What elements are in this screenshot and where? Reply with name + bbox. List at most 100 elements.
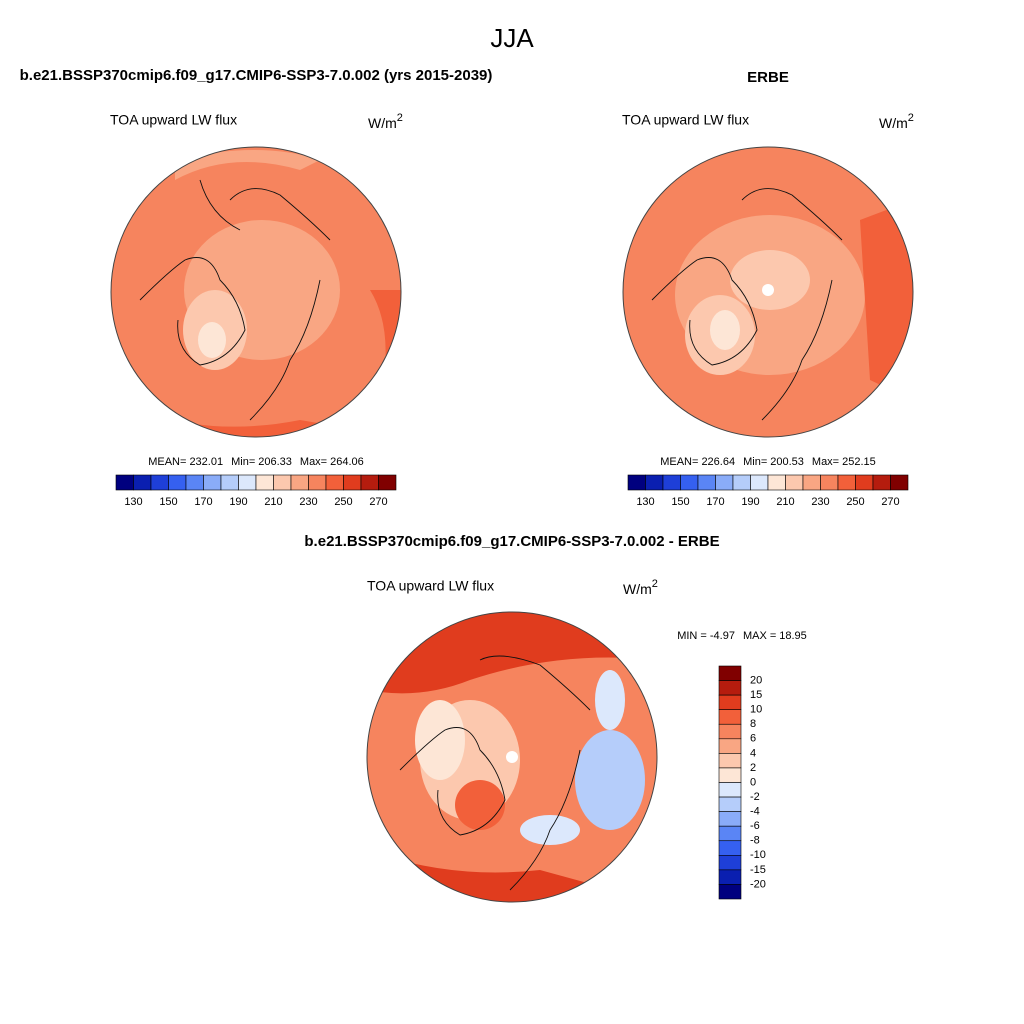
stat-value: 226.64 — [701, 456, 735, 468]
colorbar-label: 250 — [334, 496, 352, 508]
colorbar-box — [378, 474, 397, 491]
case-title: ERBE — [747, 69, 789, 86]
colorbar-box — [680, 474, 699, 491]
colorbar-box — [837, 474, 856, 491]
stats: MEAN= 226.64 Min= 200.53 Max= 252.15 — [660, 456, 876, 468]
units: W/m — [879, 115, 908, 131]
stat-label: MEAN= — [660, 456, 698, 468]
stat-label: Min= — [743, 456, 767, 468]
colorbar-label: 230 — [299, 496, 317, 508]
colorbar-box — [820, 474, 839, 491]
map-border — [366, 611, 658, 903]
colorbar-label: -10 — [750, 849, 766, 861]
colorbar-label: 0 — [750, 776, 756, 788]
case-title: b.e21.BSSP370cmip6.f09_g17.CMIP6-SSP3-7.… — [304, 533, 719, 550]
colorbar-label: 15 — [750, 689, 762, 701]
stat-value: 232.01 — [189, 456, 223, 468]
colorbar-label: -6 — [750, 820, 760, 832]
colorbar-box — [150, 474, 169, 491]
colorbar-box — [255, 474, 274, 491]
colorbar-box — [718, 709, 742, 725]
colorbar-box — [718, 782, 742, 798]
colorbar-box — [785, 474, 804, 491]
colorbar-box — [133, 474, 152, 491]
colorbar-box — [627, 474, 646, 491]
stat-value: 18.95 — [779, 630, 807, 642]
colorbar-box — [290, 474, 309, 491]
stat-label: Max= — [812, 456, 839, 468]
colorbar-label: 130 — [124, 496, 142, 508]
colorbar-box — [718, 767, 742, 783]
stat-value: 200.53 — [770, 456, 804, 468]
colorbar-label: 170 — [706, 496, 724, 508]
colorbar: 130 150 170 190 210 230 250 270 — [627, 474, 909, 508]
pole-hole — [506, 751, 518, 763]
colorbar-label: -15 — [750, 864, 766, 876]
colorbar-label: -8 — [750, 835, 760, 847]
colorbar-label: 20 — [750, 674, 762, 686]
colorbar: 130 150 170 190 210 230 250 270 — [115, 474, 397, 508]
colorbar-box — [732, 474, 751, 491]
colorbar-label: 270 — [881, 496, 899, 508]
units-label: W/m2 — [368, 112, 403, 131]
colorbar-box — [662, 474, 681, 491]
colorbar-box — [872, 474, 891, 491]
stat-label: MIN = — [677, 630, 707, 642]
colorbar-label: 150 — [159, 496, 177, 508]
colorbar-box — [802, 474, 821, 491]
colorbar-box — [718, 753, 742, 769]
stat-value: 264.06 — [330, 456, 364, 468]
colorbar-box — [220, 474, 239, 491]
colorbar-box — [718, 855, 742, 871]
colorbar-box — [343, 474, 362, 491]
colorbar-label: 250 — [846, 496, 864, 508]
colorbar-box — [273, 474, 292, 491]
units-power: 2 — [397, 112, 403, 124]
colorbar-box — [697, 474, 716, 491]
colorbar-label: 6 — [750, 733, 756, 745]
colorbar-box — [718, 811, 742, 827]
colorbar-box — [718, 869, 742, 885]
colorbar-label: 270 — [369, 496, 387, 508]
colorbar-label: 190 — [229, 496, 247, 508]
map — [623, 147, 913, 437]
colorbar-box — [718, 825, 742, 842]
colorbar-label: -20 — [750, 878, 766, 890]
colorbar-box — [203, 474, 222, 491]
colorbar-box — [718, 840, 742, 856]
colorbar-box — [718, 796, 742, 812]
colorbar-box — [890, 474, 909, 491]
colorbar-box — [185, 474, 204, 491]
colorbar-box — [645, 474, 664, 491]
variable-label: TOA upward LW flux — [367, 578, 494, 594]
colorbar-label: 190 — [741, 496, 759, 508]
colorbar-label: -2 — [750, 791, 760, 803]
colorbar-box — [308, 474, 327, 491]
colorbar-box — [718, 680, 742, 696]
colorbar-label: 2 — [750, 762, 756, 774]
stat-value: -4.97 — [710, 630, 735, 642]
colorbar-label: 150 — [671, 496, 689, 508]
colorbar-box — [767, 474, 786, 491]
stats: MIN = -4.97 MAX = 18.95 — [677, 630, 807, 642]
figure-title: JJA — [490, 23, 534, 53]
map — [111, 147, 401, 437]
colorbar-label: 10 — [750, 704, 762, 716]
colorbar-box — [718, 723, 742, 740]
colorbar-label: 4 — [750, 747, 756, 759]
colorbar-box — [750, 474, 769, 491]
colorbar-box — [855, 474, 874, 491]
stat-label: MEAN= — [148, 456, 186, 468]
units-label: W/m2 — [879, 112, 914, 131]
stat-label: MAX = — [743, 630, 776, 642]
units-power: 2 — [908, 112, 914, 124]
colorbar-box — [238, 474, 257, 491]
map-border — [110, 146, 402, 438]
colorbar-box — [715, 474, 734, 491]
colorbar-label: 210 — [264, 496, 282, 508]
map-border — [622, 146, 914, 438]
colorbar-label: 210 — [776, 496, 794, 508]
pole-hole — [762, 284, 774, 296]
